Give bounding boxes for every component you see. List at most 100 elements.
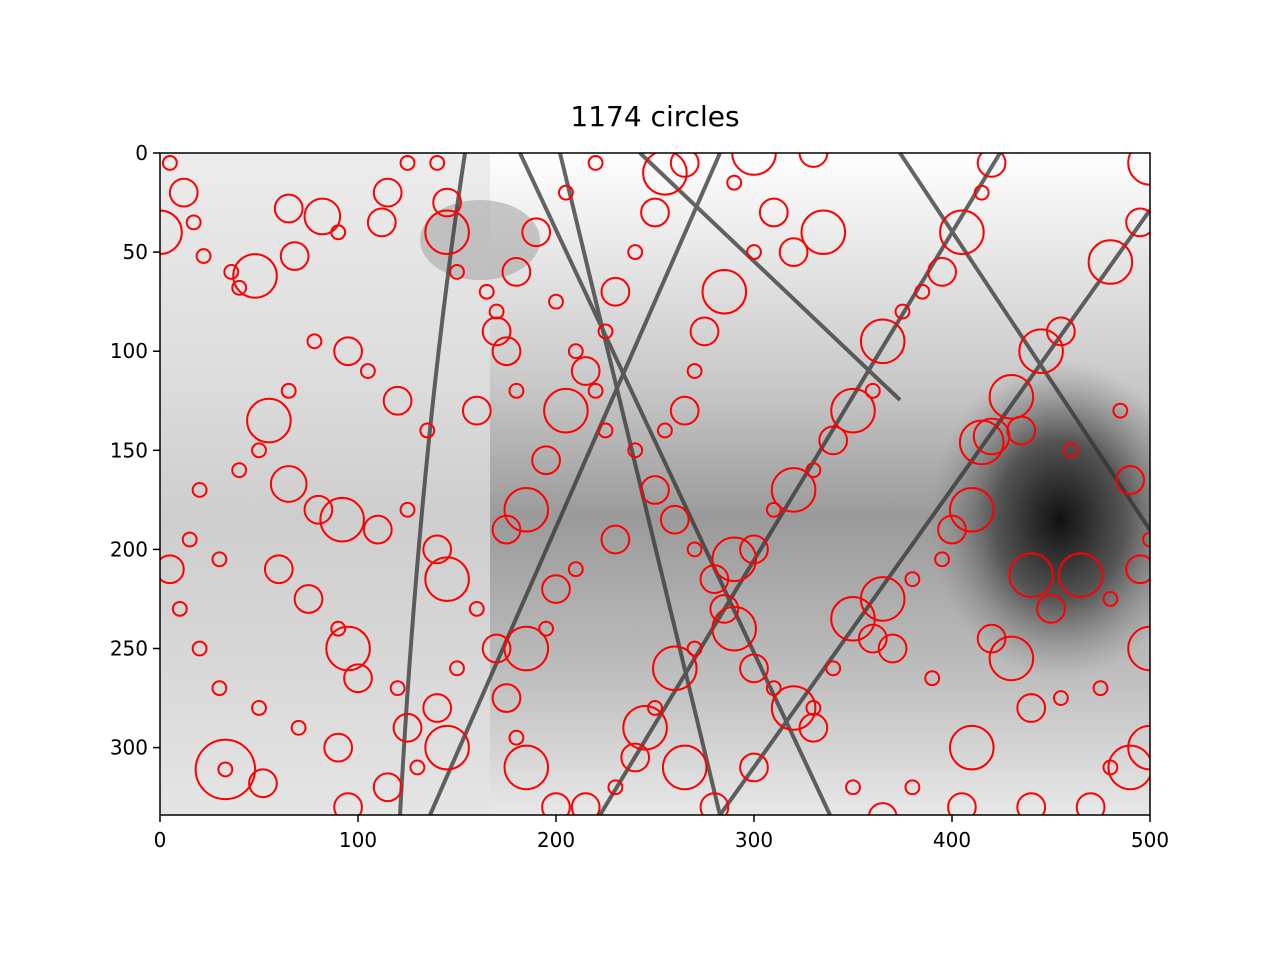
circle-marker — [570, 356, 601, 386]
x-tick-label: 300 — [735, 828, 773, 852]
circle-marker — [508, 382, 525, 399]
circle-marker — [195, 248, 212, 264]
circle-marker — [627, 244, 644, 261]
circle-marker — [1016, 792, 1047, 815]
circle-marker — [279, 241, 310, 271]
circle-marker — [857, 623, 888, 654]
circle-marker — [758, 197, 789, 228]
circle-marker — [699, 564, 730, 594]
circle-marker — [246, 397, 292, 444]
circle-marker — [491, 514, 522, 545]
circle-marker — [481, 633, 512, 664]
circle-marker — [168, 177, 199, 208]
circle-marker — [570, 792, 601, 815]
circle-marker — [988, 635, 1035, 682]
y-tick-label: 250 — [110, 637, 148, 661]
x-tick-label: 500 — [1131, 828, 1169, 852]
circle-marker — [640, 475, 670, 505]
circle-marker — [541, 574, 571, 604]
circle-marker — [686, 541, 703, 558]
circle-marker — [359, 363, 376, 379]
circle-marker — [600, 524, 631, 555]
circle-marker — [587, 154, 604, 171]
circle-marker — [770, 467, 817, 513]
circle-marker — [746, 244, 762, 261]
circle-marker — [711, 605, 757, 652]
circle-marker — [669, 395, 700, 426]
circle-marker — [319, 496, 365, 543]
circle-marker — [273, 193, 304, 224]
circle-marker — [818, 425, 849, 456]
circle-marker — [432, 187, 462, 218]
circle-marker — [263, 554, 294, 585]
circle-marker — [461, 395, 492, 426]
circle-marker — [1092, 680, 1109, 697]
circle-marker — [366, 207, 397, 238]
circle-marker — [686, 640, 703, 657]
circle-marker — [194, 738, 257, 801]
circle-marker — [1036, 594, 1066, 624]
circle-marker — [1115, 465, 1146, 495]
x-tick-label: 200 — [537, 828, 575, 852]
y-tick-label: 100 — [110, 339, 148, 363]
circle-marker — [424, 556, 470, 602]
circle-marker — [711, 536, 757, 583]
circle-marker — [503, 486, 550, 533]
circle-marker — [765, 501, 782, 518]
circle-marker — [171, 600, 188, 617]
circle-marker — [343, 663, 373, 694]
circle-marker — [642, 153, 688, 196]
circle-marker — [409, 759, 426, 776]
circle-marker — [937, 514, 967, 545]
circle-marker — [290, 719, 307, 736]
circle-marker — [424, 724, 470, 771]
circle-marker — [765, 680, 782, 697]
circle-marker — [877, 633, 908, 664]
circle-marker — [251, 700, 267, 716]
circle-marker — [924, 670, 941, 687]
circle-marker — [770, 685, 817, 731]
circle-marker — [392, 712, 423, 743]
circle-marker — [306, 333, 323, 350]
circle-marker — [1062, 442, 1079, 459]
circle-marker — [372, 177, 403, 208]
circle-marker — [1052, 690, 1069, 706]
circle-marker — [223, 263, 240, 280]
circle-marker — [503, 744, 550, 791]
circle-marker — [1087, 239, 1134, 285]
circle-marker — [538, 620, 555, 637]
circle-marker — [251, 442, 267, 459]
circle-marker — [805, 700, 822, 716]
circle-marker — [389, 680, 406, 697]
circle-marker — [739, 752, 769, 783]
circle-marker — [1008, 552, 1054, 598]
y-tick-label: 300 — [110, 736, 148, 760]
circle-marker — [914, 283, 931, 300]
circle-marker — [211, 551, 228, 568]
circle-marker — [185, 214, 202, 231]
circle-marker — [548, 293, 564, 310]
circle-marker — [1075, 792, 1106, 815]
circle-marker — [541, 792, 571, 815]
circle-marker — [1046, 316, 1076, 347]
circle-marker — [859, 318, 906, 365]
circle-marker — [587, 382, 604, 399]
circle-marker — [508, 729, 525, 746]
circle-marker — [864, 382, 881, 399]
x-tick-label: 100 — [339, 828, 377, 852]
y-tick-label: 0 — [135, 141, 148, 165]
circle-marker — [640, 197, 670, 228]
y-tick-label: 200 — [110, 537, 148, 561]
circle-marker — [478, 283, 495, 300]
circle-marker — [333, 792, 363, 815]
circle-marker — [231, 462, 248, 479]
circle-marker — [231, 279, 248, 296]
circle-marker — [468, 600, 485, 617]
circle-marker — [419, 422, 436, 439]
circle-marker — [161, 154, 178, 171]
circle-marker — [248, 768, 278, 799]
circle-marker — [1102, 591, 1119, 607]
circle-marker — [934, 551, 951, 568]
circle-marker — [597, 323, 614, 340]
